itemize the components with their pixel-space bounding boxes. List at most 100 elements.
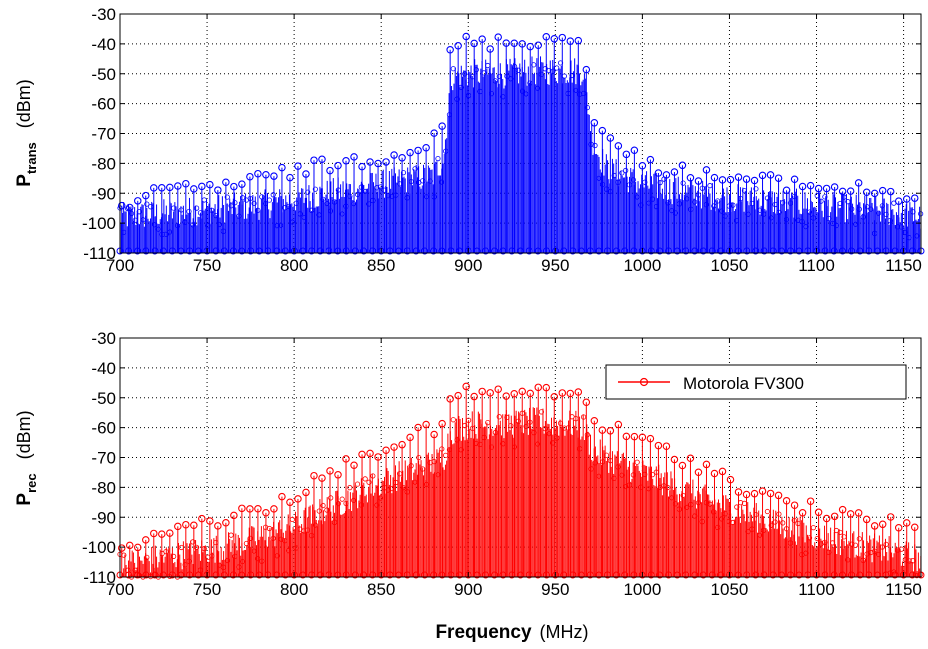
peak-marker bbox=[374, 159, 382, 168]
received-power-panel: 700 750 800 850 900 950 1000 1050 1100 1150 -30 -40… bbox=[14, 329, 925, 643]
stem-marker bbox=[324, 507, 330, 513]
stem-marker bbox=[684, 504, 690, 510]
baseline-marker bbox=[490, 247, 498, 255]
peak-marker bbox=[790, 501, 799, 509]
peak-marker bbox=[406, 433, 414, 442]
peak-marker bbox=[622, 432, 631, 441]
stem-marker bbox=[902, 229, 908, 236]
peak-marker bbox=[574, 36, 583, 45]
peak-marker bbox=[878, 520, 887, 529]
stem-marker bbox=[496, 414, 502, 420]
peak-marker bbox=[686, 174, 695, 182]
stem-marker bbox=[239, 558, 246, 565]
peak-marker bbox=[366, 449, 374, 458]
peak-marker bbox=[830, 512, 839, 521]
peak-marker bbox=[518, 387, 526, 396]
y-tick-label: -40 bbox=[91, 359, 116, 378]
stem-marker bbox=[171, 205, 177, 211]
stem-marker bbox=[163, 548, 169, 555]
baseline-marker bbox=[438, 571, 446, 579]
peak-marker bbox=[814, 184, 823, 193]
y-tick-label: -70 bbox=[91, 449, 116, 468]
peak-marker bbox=[286, 173, 294, 182]
stem-marker bbox=[228, 532, 234, 538]
x-tick-label: 850 bbox=[367, 580, 395, 599]
stem-marker bbox=[787, 540, 794, 546]
baseline-marker bbox=[386, 247, 394, 255]
stem-marker bbox=[462, 71, 468, 77]
stem-marker bbox=[243, 540, 250, 547]
baseline-marker bbox=[482, 247, 490, 255]
stem-marker bbox=[722, 213, 728, 219]
peak-marker bbox=[798, 509, 807, 517]
baseline-marker bbox=[699, 247, 707, 255]
stem-marker bbox=[692, 513, 698, 519]
baseline-marker bbox=[891, 247, 899, 255]
peak-marker bbox=[542, 383, 551, 392]
stem-marker bbox=[178, 207, 184, 213]
peak-marker bbox=[630, 146, 639, 155]
baseline-marker bbox=[125, 247, 133, 255]
baseline-marker bbox=[395, 247, 403, 255]
x-tick-label: 950 bbox=[541, 580, 569, 599]
baseline-marker bbox=[691, 247, 699, 255]
y-tick-label: -60 bbox=[91, 419, 116, 438]
baseline-marker bbox=[604, 247, 612, 255]
stem-marker bbox=[488, 91, 495, 97]
stem-marker bbox=[768, 215, 774, 221]
y-axis-symbol: P bbox=[14, 174, 35, 187]
x-tick-label: 1150 bbox=[885, 256, 922, 275]
x-tick-label: 750 bbox=[193, 580, 221, 599]
peak-marker bbox=[758, 487, 767, 495]
baseline-marker bbox=[273, 571, 281, 579]
baseline-marker bbox=[908, 571, 916, 579]
stem-marker bbox=[324, 200, 330, 207]
peak-marker bbox=[454, 391, 462, 400]
baseline-marker bbox=[247, 571, 255, 579]
peak-marker bbox=[550, 393, 559, 401]
stem-marker bbox=[362, 476, 368, 482]
stem-marker bbox=[577, 91, 583, 97]
stem-marker bbox=[772, 519, 778, 525]
peak-marker bbox=[726, 475, 735, 484]
baseline-marker bbox=[151, 247, 159, 255]
stem-marker bbox=[339, 211, 345, 217]
peak-marker bbox=[822, 184, 831, 193]
stem-marker bbox=[400, 170, 407, 176]
peak-marker bbox=[430, 129, 438, 137]
stem-marker bbox=[531, 62, 537, 68]
peak-marker bbox=[446, 395, 454, 403]
peak-marker bbox=[238, 180, 246, 188]
baseline-marker bbox=[543, 571, 551, 579]
baseline-marker bbox=[220, 247, 228, 255]
baseline-marker bbox=[804, 247, 812, 255]
peak-marker bbox=[334, 471, 342, 479]
peak-marker bbox=[310, 471, 318, 480]
stem-marker bbox=[500, 441, 506, 447]
baseline-marker bbox=[786, 571, 794, 579]
baseline-marker bbox=[752, 247, 760, 255]
x-tick-label: 1150 bbox=[885, 580, 922, 599]
stem-marker bbox=[232, 200, 238, 206]
x-tick-label: 1050 bbox=[711, 256, 749, 275]
peak-marker bbox=[430, 430, 438, 439]
peak-marker bbox=[294, 495, 302, 503]
stem-marker bbox=[596, 175, 602, 181]
peak-marker bbox=[414, 146, 422, 155]
stem-marker bbox=[144, 554, 150, 560]
stem-marker bbox=[178, 544, 184, 551]
baseline-marker bbox=[429, 571, 437, 579]
stem-marker bbox=[454, 96, 460, 102]
stem-marker bbox=[370, 197, 376, 204]
stem-marker bbox=[458, 447, 464, 453]
peak-marker bbox=[398, 154, 406, 162]
peak-marker bbox=[502, 39, 510, 47]
baseline-marker bbox=[308, 247, 316, 255]
baseline-marker bbox=[412, 247, 420, 255]
peak-marker bbox=[518, 40, 526, 48]
peak-marker bbox=[606, 427, 615, 435]
baseline-marker bbox=[238, 247, 246, 255]
stem-marker bbox=[523, 423, 529, 429]
peak-marker bbox=[478, 35, 486, 43]
baseline-marker bbox=[847, 247, 855, 255]
